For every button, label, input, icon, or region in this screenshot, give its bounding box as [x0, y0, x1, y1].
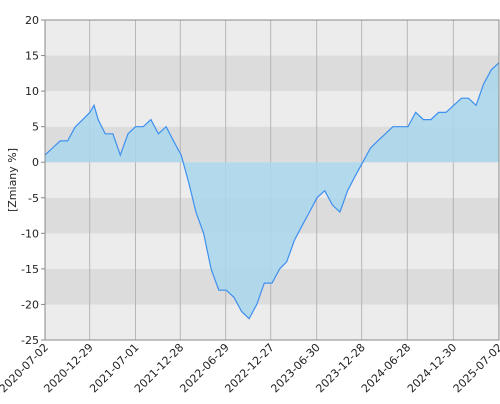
y-tick-label: -10	[21, 227, 39, 240]
y-tick-label: -20	[21, 298, 39, 311]
band	[45, 55, 499, 92]
line	[44, 62, 500, 320]
y-tick-label: 15	[25, 50, 39, 63]
band	[45, 20, 499, 56]
plot-frame	[44, 19, 500, 341]
area	[45, 62, 499, 319]
y-axis-label: [Zmiany %]	[6, 148, 19, 212]
y-tick-label: 10	[25, 85, 39, 98]
y-tick-label: 0	[32, 156, 39, 169]
y-tick-label: -5	[28, 192, 39, 205]
y-tick-label: 20	[25, 14, 39, 27]
band	[45, 304, 499, 340]
y-tick-label: 5	[32, 121, 39, 134]
y-tick-label: -25	[21, 334, 39, 347]
y-tick-label: -15	[21, 263, 39, 276]
